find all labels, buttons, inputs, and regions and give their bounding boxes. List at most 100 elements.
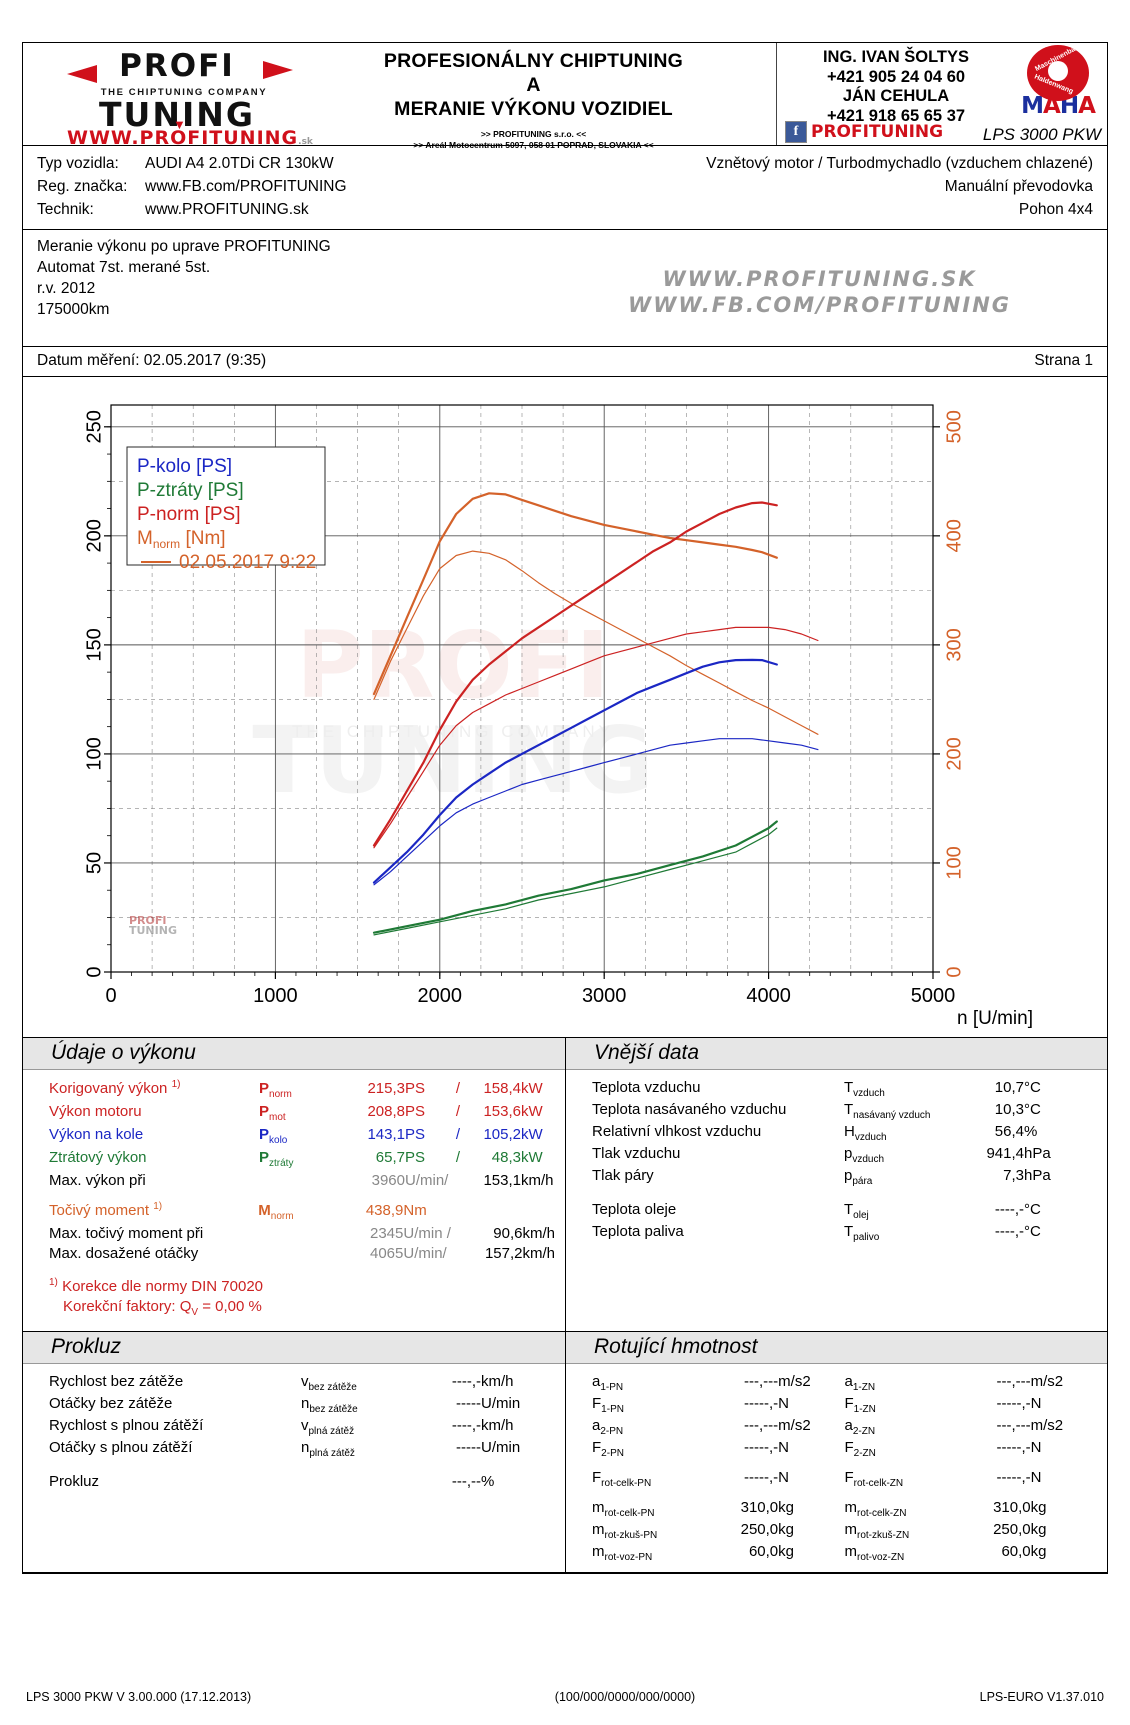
- header-title-line3: MERANIE VÝKONU VOZIDIEL: [394, 98, 673, 120]
- row-label: Max. výkon při: [49, 1172, 146, 1189]
- rotating-mass-body: a1-PN ---,--- m/s2 a1-ZN ---,--- m/s2 F1-PN ---…: [566, 1364, 1107, 1572]
- contact-name-2: JÁN CEHULA: [842, 87, 950, 105]
- watermark-url-1: WWW.PROFITUNING.SK: [662, 267, 977, 291]
- row-separator: [451, 1243, 469, 1263]
- row-unit-right: N: [1030, 1469, 1042, 1486]
- row-value-right: -----,-: [996, 1395, 1031, 1412]
- svg-text:PROFI: PROFI: [129, 914, 167, 927]
- table-row: Frot-celk-PN -----,- N Frot-celk-ZN -----,- N: [592, 1460, 1097, 1490]
- row-value: 7,3: [1003, 1167, 1024, 1184]
- legend-item-0: P-kolo [PS]: [137, 456, 232, 477]
- value-technik: www.PROFITUNING.sk: [145, 201, 309, 218]
- row-unit-1: U/min/: [403, 1245, 447, 1262]
- chart-axes: 0 1000 2000 3000 4000 5000 0 50 100 150 200 250 0 100…: [83, 410, 1033, 1029]
- row-value-left: 250,0: [740, 1521, 779, 1538]
- row-value-right: 250,0: [993, 1521, 1031, 1538]
- row-unit: %: [481, 1473, 495, 1490]
- row-unit: °C: [1024, 1201, 1041, 1218]
- row-unit-right: kg: [1030, 1521, 1047, 1538]
- facebook-link[interactable]: f PROFITUNING: [785, 121, 943, 143]
- row-value-right: 310,0: [993, 1499, 1031, 1516]
- row-value: ----,-: [994, 1223, 1024, 1240]
- table-row: a1-PN ---,--- m/s2 a1-ZN ---,--- m/s2: [592, 1372, 1097, 1394]
- value-typ-vozidla: AUDI A4 2.0TDi CR 130kW: [145, 155, 334, 172]
- table-row: F2-PN -----,- N F2-ZN -----,- N: [592, 1438, 1097, 1460]
- table-row: Max. točivý moment při 2345 U/min / 90,6 km/…: [49, 1223, 555, 1243]
- row-unit: °C: [1024, 1223, 1041, 1240]
- din-note-sup: 1): [49, 1277, 58, 1288]
- row-value-right: ---,---: [996, 1373, 1031, 1390]
- row-unit-right: m/s2: [1030, 1417, 1064, 1434]
- row-symbol-right: mrot-celk-ZN: [844, 1499, 907, 1519]
- row-value-left: 60,0: [748, 1543, 779, 1560]
- row-value-1: 4065: [370, 1245, 404, 1262]
- row-symbol-right: a1-ZN: [844, 1373, 876, 1393]
- row-value: -----: [456, 1439, 481, 1456]
- row-symbol: Tolej: [844, 1201, 869, 1221]
- date-bar: Datum měření: 02.05.2017 (9:35) Strana 1: [23, 347, 1107, 377]
- row-value-2: 105,2: [483, 1126, 521, 1143]
- row-value-2: 90,6: [493, 1225, 523, 1242]
- svg-text:3000: 3000: [582, 985, 627, 1007]
- row-unit-left: kg: [778, 1521, 794, 1538]
- table-row: Teplota oleje Tolej ----,- °C: [592, 1200, 1097, 1222]
- series-6: [372, 820, 778, 934]
- slip-panel: Prokluz Rychlost bez zátěže vbez zátěže --…: [23, 1332, 565, 1572]
- svg-text:250: 250: [83, 410, 105, 443]
- table-row: Teplota nasávaného vzduchu Tnasávaný vzdu…: [592, 1100, 1097, 1122]
- row-unit-1: PS: [405, 1149, 426, 1166]
- svg-text:50: 50: [83, 852, 105, 874]
- table-row: mrot-zkuš-PN 250,0 kg mrot-zkuš-ZN 250,0 kg: [592, 1520, 1097, 1542]
- svg-text:TUNING: TUNING: [252, 707, 653, 814]
- row-value-left: ---,---: [744, 1417, 779, 1434]
- power-data-panel: Údaje o výkonu Korigovaný výkon 1) Pnorm 2…: [23, 1038, 565, 1331]
- row-value-1: 215,3: [367, 1080, 405, 1097]
- svg-text:500: 500: [943, 410, 965, 443]
- power-panel-heading: Údaje o výkonu: [23, 1038, 565, 1070]
- svg-text:0: 0: [943, 966, 965, 977]
- row-value-2: [469, 1200, 523, 1223]
- row-unit: °C: [1024, 1079, 1041, 1096]
- table-row: Otáčky bez zátěže nbez zátěže ----- U/min: [49, 1394, 555, 1416]
- value-drive: Pohon 4x4: [1018, 201, 1093, 218]
- row-value-2: 158,4: [483, 1080, 521, 1097]
- row-unit-1: U/min /: [403, 1225, 451, 1242]
- watermark-urls: WWW.PROFITUNING.SK WWW.FB.COM/PROFITUNIN…: [628, 266, 1011, 318]
- row-label: Korigovaný výkon 1): [49, 1079, 181, 1097]
- footer-right: LPS-EURO V1.37.010: [979, 1690, 1104, 1704]
- header-title-block: PROFESIONÁLNY CHIPTUNING A MERANIE VÝKON…: [291, 43, 776, 150]
- row-symbol-right: F1-ZN: [844, 1395, 876, 1415]
- row-unit-1: Nm: [403, 1202, 427, 1219]
- row-unit: hPa: [1024, 1145, 1051, 1162]
- vehicle-info-right: Vznětový motor / Turbodmychadlo (vzduche…: [547, 152, 1093, 221]
- row-unit-left: N: [778, 1469, 789, 1486]
- legend-item-1: P-ztráty [PS]: [137, 480, 244, 501]
- svg-text:PROFI: PROFI: [296, 612, 610, 719]
- row-symbol: Pnorm: [259, 1080, 292, 1100]
- row-value: ----,-: [451, 1373, 481, 1390]
- logo-website: WWW.PROFITUNING.sk: [67, 127, 313, 149]
- data-panels-row1: Údaje o výkonu Korigovaný výkon 1) Pnorm 2…: [23, 1038, 1107, 1332]
- row-separator: [449, 1170, 467, 1190]
- logo-website-tld: .sk: [298, 137, 313, 147]
- chart-series: [372, 492, 819, 936]
- din-note-text: Korekce dle normy DIN 70020: [57, 1278, 264, 1295]
- label-reg-znacka: Reg. značka:: [37, 178, 128, 195]
- row-symbol-left: a2-PN: [592, 1417, 624, 1437]
- contact-list: ING. IVAN ŠOLTYS +421 905 24 04 60 JÁN C…: [777, 43, 1107, 126]
- svg-text:100: 100: [943, 846, 965, 879]
- notes-line-4: 175000km: [37, 301, 110, 318]
- facebook-label: PROFITUNING: [811, 122, 944, 142]
- row-symbol-right: mrot-voz-ZN: [844, 1543, 905, 1563]
- row-separator: /: [455, 1126, 461, 1143]
- correction-factor-value: = 0,00 %: [198, 1298, 262, 1315]
- row-label: Teplota nasávaného vzduchu: [592, 1101, 787, 1118]
- watermark-url-2: WWW.FB.COM/PROFITUNING: [628, 293, 1011, 317]
- row-symbol: ppára: [844, 1167, 873, 1187]
- row-unit-left: m/s2: [778, 1417, 811, 1434]
- row-symbol-left: F2-PN: [592, 1439, 624, 1459]
- slip-table-1: Rychlost bez zátěže vbez zátěže ----,- km/h…: [49, 1372, 555, 1460]
- row-unit-right: m/s2: [1030, 1373, 1064, 1390]
